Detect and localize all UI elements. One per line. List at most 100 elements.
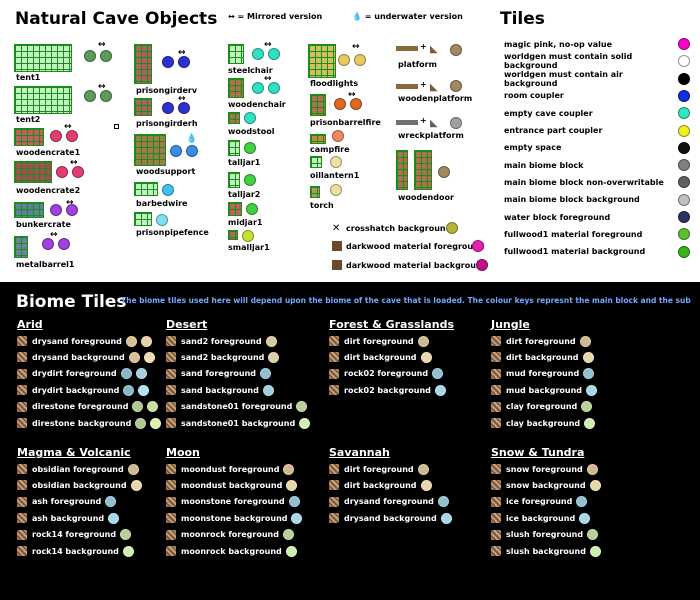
object-color-key <box>178 56 190 68</box>
tiles-title: Tiles <box>500 9 545 29</box>
object-color-key <box>50 204 62 216</box>
biome-color-key <box>120 529 132 541</box>
platform-sprite <box>396 46 418 51</box>
object-color-key <box>242 230 254 242</box>
woodstool-sprite <box>228 112 240 124</box>
biome-note: The biome tiles used here will depend up… <box>121 296 691 305</box>
object-color-key <box>42 238 54 250</box>
mirror-arrow-icon: ↔ <box>70 158 78 168</box>
biome-row: direstone background <box>17 416 162 430</box>
object-label: woodendoor <box>398 193 454 202</box>
biome-row: dirt foreground <box>329 462 429 476</box>
tile-label: room coupler <box>504 91 564 101</box>
biome-color-key <box>440 512 452 524</box>
biome-row: drysand background <box>17 350 155 364</box>
tile-color-key <box>678 141 690 154</box>
object-label: talljar1 <box>228 158 261 167</box>
biome-row: dirt foreground <box>491 334 591 348</box>
tile-color-key <box>678 124 690 137</box>
biome-color-key <box>291 512 303 524</box>
biome-color-key <box>586 384 598 396</box>
biome-tile-label: sand2 background <box>181 352 265 362</box>
woodenplatform-sprite <box>396 84 418 89</box>
object-color-key <box>330 156 342 168</box>
biome-tile-icon <box>491 352 501 363</box>
biome-tile-icon <box>17 368 27 379</box>
biome-color-key <box>582 351 594 363</box>
biome-row: sand2 foreground <box>166 334 277 348</box>
biome-tile-label: clay foreground <box>506 402 578 412</box>
biome-tile-label: moonrock foreground <box>181 530 279 540</box>
object-label: steelchair <box>228 66 273 75</box>
biome-row: slush background <box>491 544 601 558</box>
biome-tile-icon <box>166 513 176 524</box>
biome-color-key <box>579 512 591 524</box>
object-color-key <box>252 48 264 60</box>
crosshatch-icon: ✕ <box>332 223 341 234</box>
platform-slope-icon: ◣ <box>430 82 438 93</box>
mirrored-icon: ↔ <box>228 12 235 21</box>
biome-color-key <box>135 368 147 380</box>
biome-tile-label: drydirt background <box>32 385 120 395</box>
biome-row: dirt foreground <box>329 334 429 348</box>
object-color-key <box>66 204 78 216</box>
biome-title: Biome Tiles <box>16 292 127 312</box>
tile-row: empty space <box>504 141 690 155</box>
material-color-key <box>476 259 488 271</box>
woodendoor-sprite <box>396 150 408 190</box>
biome-group-title: Snow & Tundra <box>491 446 585 459</box>
biome-tile-label: sand foreground <box>181 369 256 379</box>
biome-tile-icon <box>166 336 176 346</box>
biome-tile-label: snow foreground <box>506 464 583 474</box>
tile-label: empty space <box>504 143 562 153</box>
mirror-arrow-icon: ↔ <box>50 230 58 240</box>
object-label: campfire <box>310 145 350 154</box>
object-label: wreckplatform <box>398 131 464 140</box>
platform-slope-icon: ◣ <box>430 44 438 55</box>
biome-group-title: Forest & Grasslands <box>329 318 454 331</box>
object-color-key <box>334 98 346 110</box>
mirror-arrow-icon: ↔ <box>348 90 356 100</box>
biome-group-title: Moon <box>166 446 200 459</box>
biome-color-key <box>584 417 596 429</box>
biome-color-key <box>123 384 135 396</box>
biome-color-key <box>268 351 280 363</box>
object-color-key <box>268 48 280 60</box>
biome-color-key <box>579 335 591 347</box>
biome-color-key <box>299 417 311 429</box>
biome-group-title: Jungle <box>491 318 530 331</box>
object-color-key <box>178 102 190 114</box>
biome-row: ice foreground <box>491 495 588 509</box>
biome-tile-icon <box>166 352 176 363</box>
torch-sprite <box>310 186 320 198</box>
tile-label: water block foreground <box>504 212 611 222</box>
biome-tile-icon <box>166 496 176 507</box>
biome-tile-label: moondust foreground <box>181 464 280 474</box>
biome-tile-label: ash background <box>32 513 105 523</box>
tile-row: main biome block non-overwritable <box>504 175 690 189</box>
biome-tile-label: moondust background <box>181 480 283 490</box>
tile-row: main biome block background <box>504 193 690 207</box>
tile-label: main biome block <box>504 160 584 170</box>
object-label: bunkercrate <box>16 220 71 229</box>
biome-color-key <box>589 479 601 491</box>
biome-tile-icon <box>491 529 501 540</box>
object-color-key <box>244 142 256 154</box>
biome-section <box>0 282 700 600</box>
object-color-key <box>450 44 462 56</box>
underwater-legend-text: = underwater version <box>364 12 463 21</box>
biome-color-key <box>437 496 449 508</box>
biome-color-key <box>127 463 139 475</box>
object-color-key <box>244 174 256 186</box>
object-color-key <box>244 112 256 124</box>
biome-color-key <box>130 479 142 491</box>
object-color-key <box>72 166 84 178</box>
biome-row: obsidian background <box>17 478 142 492</box>
object-color-key <box>450 117 462 129</box>
biome-color-key <box>120 368 132 380</box>
biome-color-key <box>125 335 137 347</box>
tile-label: worldgen must contain air background <box>504 69 623 88</box>
mirror-arrow-icon: ↔ <box>178 94 186 104</box>
biome-tile-label: drysand foreground <box>344 497 434 507</box>
object-color-key <box>450 80 462 92</box>
